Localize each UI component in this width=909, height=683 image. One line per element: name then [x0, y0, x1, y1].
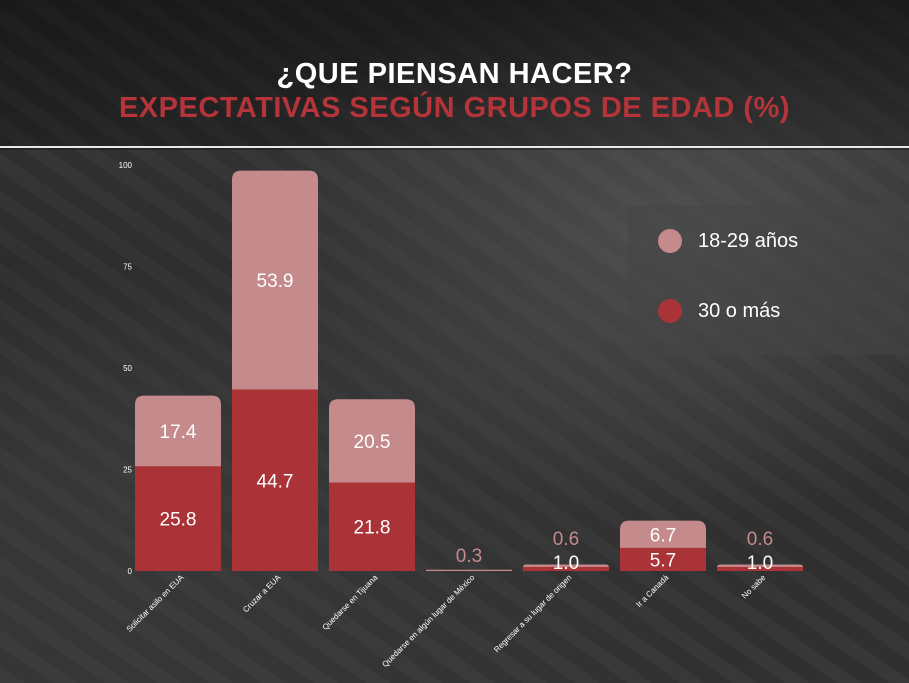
y-tick-label: 75: [123, 263, 132, 272]
value-label-18-29: 17.4: [160, 422, 197, 443]
value-label-18-29: 53.9: [257, 271, 294, 292]
value-label-30-mas: 5.7: [650, 550, 676, 571]
bar-30-mas: [135, 466, 221, 571]
chart-subtitle: EXPECTATIVAS SEGÚN GRUPOS DE EDAD (%): [118, 92, 791, 124]
value-label-30-mas: 21.8: [354, 518, 391, 539]
legend: 18-29 años 30 o más: [628, 205, 909, 355]
x-tick-label: Solicitar asilo en EUA: [125, 573, 186, 634]
bar-18-29: [426, 569, 512, 571]
legend-swatch-old: [658, 299, 682, 323]
bar-30-mas: [232, 389, 318, 571]
x-tick-label: Quedarse en Tijuana: [321, 573, 380, 632]
bar-30-mas: [620, 547, 706, 571]
legend-item-young[interactable]: 18-29 años: [658, 227, 798, 255]
value-label-30-mas: 1.0: [747, 553, 773, 574]
bar-30-mas: [717, 566, 803, 571]
value-label-18-29: 6.7: [650, 525, 676, 546]
value-labels: 25.8 17.4 44.7 53.9 21.8 20.5 0.3 1.0 0.6 5.7 6.7 1…: [160, 271, 774, 574]
y-tick-label: 0: [128, 567, 133, 576]
legend-label-young: 18-29 años: [698, 229, 799, 252]
legend-label-old: 30 o más: [698, 299, 781, 322]
x-tick-label: Regresar a su lugar de origen: [492, 573, 573, 654]
background-shade: [0, 0, 909, 150]
x-tick-label: Ir a Canadá: [634, 573, 670, 609]
value-label-18-29: 0.6: [747, 529, 773, 550]
value-label-30-mas: 44.7: [257, 471, 294, 492]
legend-item-old[interactable]: 30 o más: [658, 297, 780, 325]
value-label-18-29: 20.5: [354, 432, 391, 453]
bar-30-mas: [523, 566, 609, 571]
value-label-18-29: 0.3: [456, 546, 482, 567]
bars: [135, 170, 803, 571]
x-axis: Solicitar asilo en EUA Cruzar a EUA Quedar…: [125, 573, 768, 669]
y-tick-label: 25: [123, 466, 132, 475]
value-label-30-mas: 25.8: [160, 510, 197, 531]
x-tick-label: No sabe: [740, 573, 768, 601]
y-tick-label: 50: [123, 364, 132, 373]
y-tick-label: 100: [119, 161, 133, 170]
x-tick-label: Cruzar a EUA: [241, 573, 283, 615]
bar-30-mas: [329, 482, 415, 571]
chart-title: ¿QUE PIENSAN HACER?: [276, 58, 633, 90]
value-label-18-29: 0.6: [553, 529, 579, 550]
legend-swatch-young: [658, 229, 682, 253]
y-axis: 0 25 50 75 100: [119, 161, 133, 576]
value-label-30-mas: 1.0: [553, 553, 579, 574]
title-divider: [0, 146, 909, 148]
x-tick-label: Quedarse en algún lugar de México: [380, 573, 476, 669]
